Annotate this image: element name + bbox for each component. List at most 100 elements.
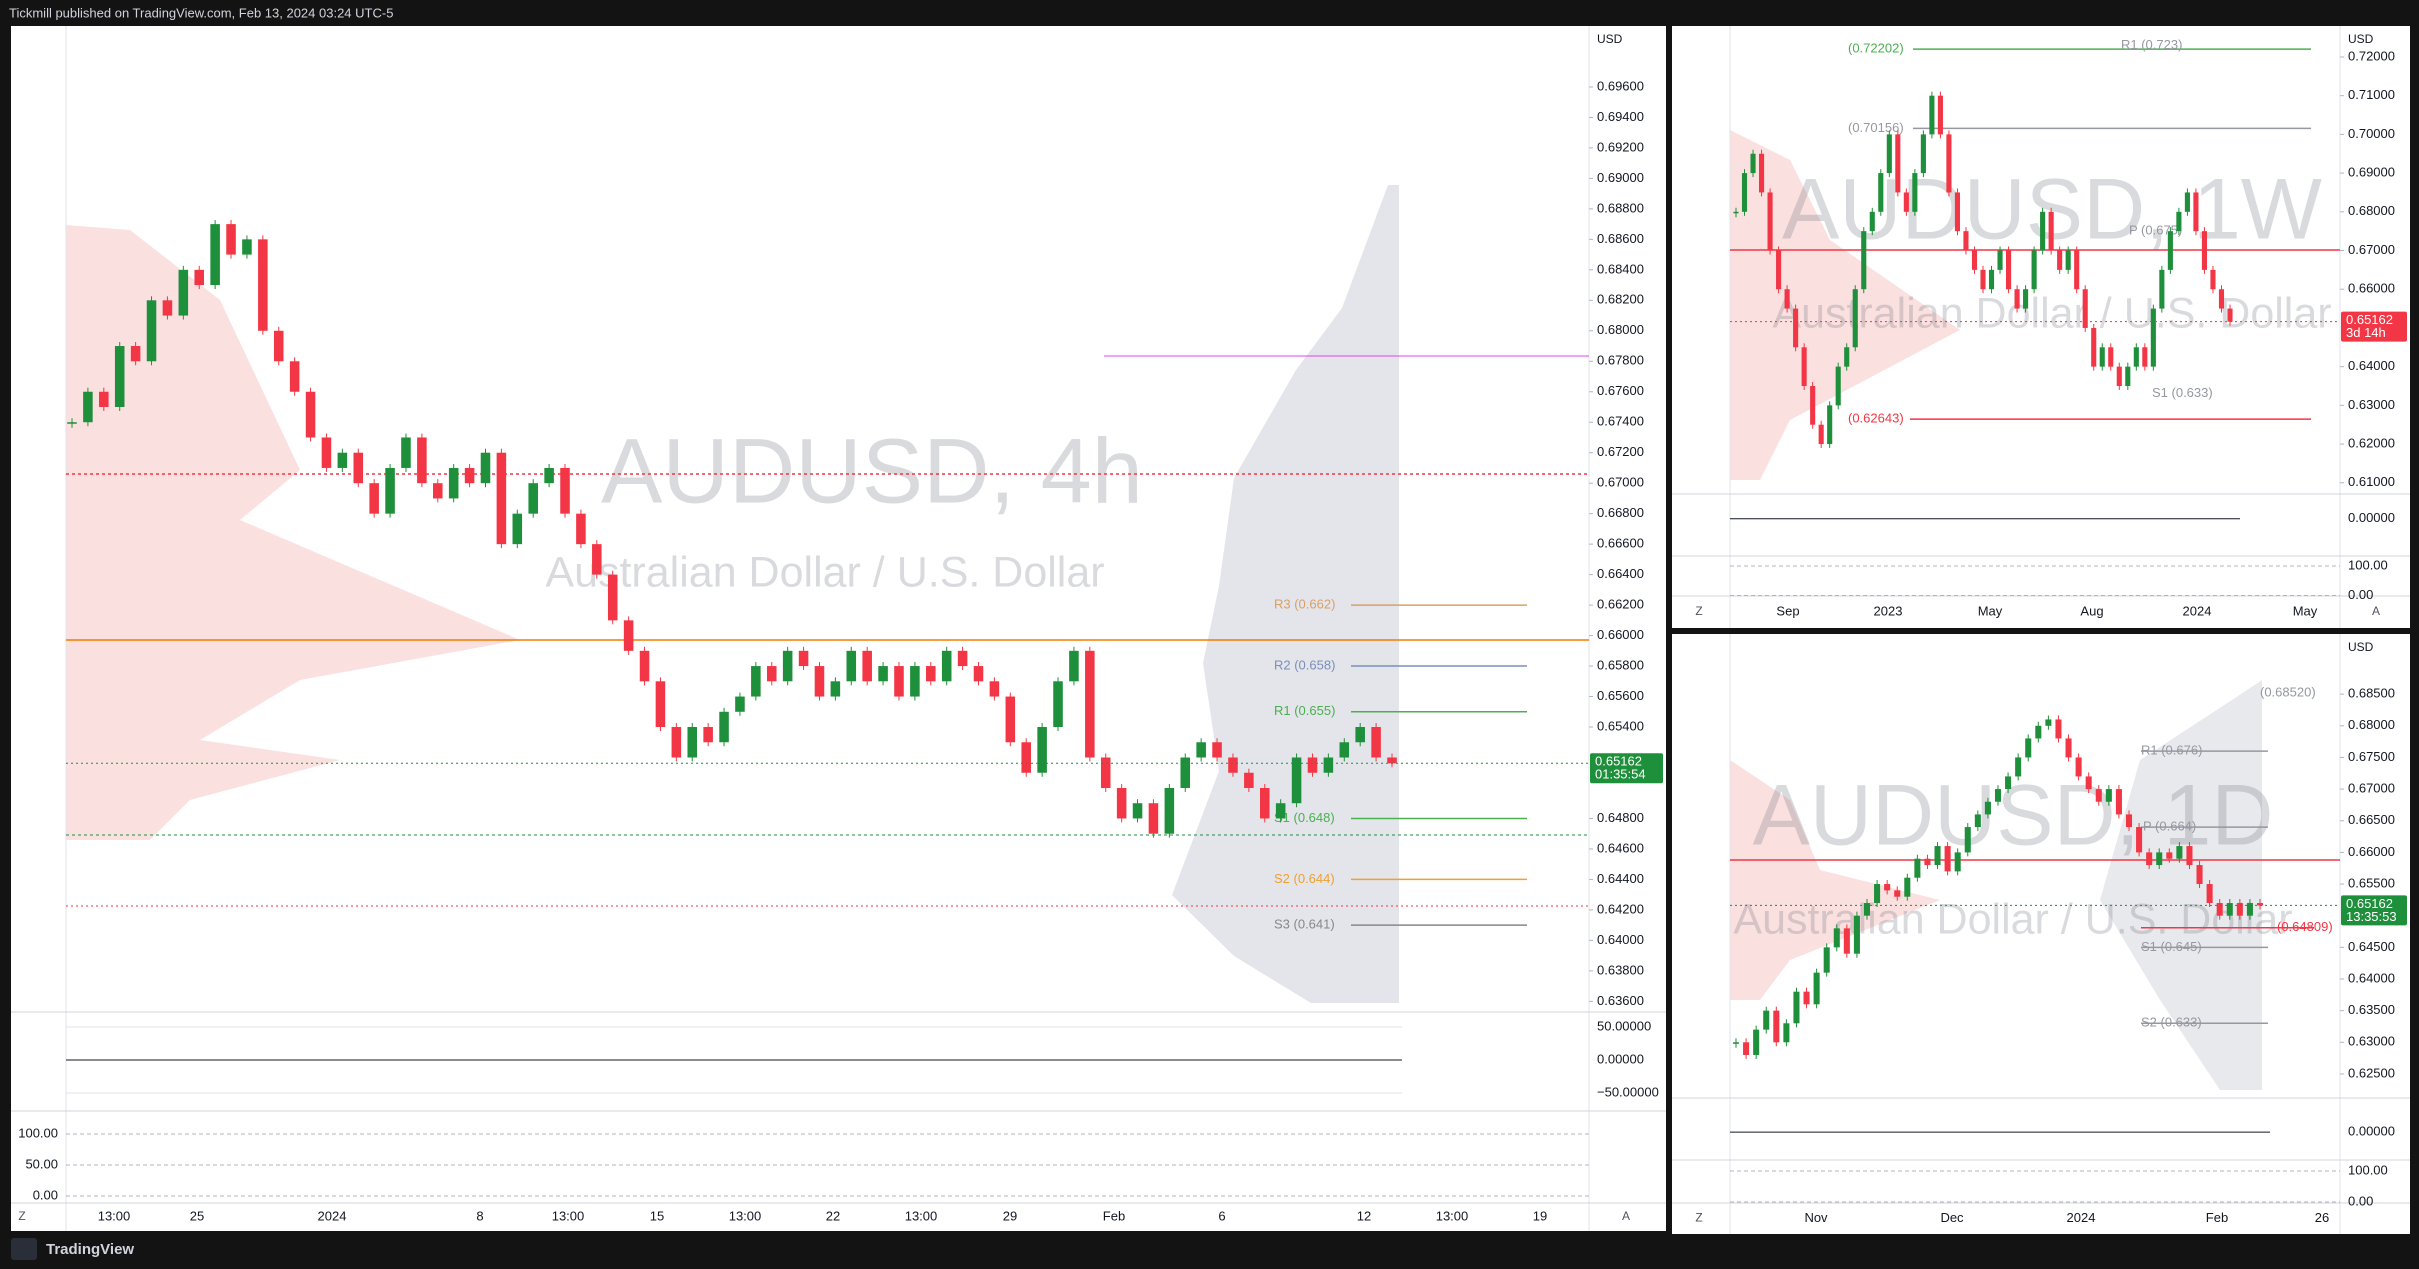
- pivot-label: R2 (0.658): [1274, 657, 1335, 672]
- candle: [321, 437, 332, 468]
- time-label: Aug: [2080, 603, 2103, 618]
- scale-button[interactable]: A: [2372, 604, 2380, 618]
- candle: [2216, 903, 2223, 916]
- candle: [480, 452, 491, 484]
- candle: [1733, 211, 1739, 214]
- candle: [878, 666, 888, 682]
- candle: [1750, 153, 1756, 174]
- y-tick-label: 0.70000: [2348, 126, 2395, 141]
- candle: [1984, 801, 1991, 815]
- candle: [1732, 1042, 1740, 1044]
- candle: [2099, 347, 2105, 367]
- candle: [1371, 727, 1381, 758]
- candle: [496, 452, 507, 545]
- currency: USD: [2348, 640, 2374, 654]
- y-tick-label: 0.67400: [1597, 414, 1644, 429]
- candle: [1895, 134, 1901, 193]
- candle: [576, 513, 586, 545]
- volume-profile-left: [1730, 760, 1940, 1000]
- candle: [1852, 289, 1858, 348]
- candle: [1946, 134, 1952, 193]
- osc-tick-label: 50.00000: [1597, 1018, 1651, 1033]
- pivot-label: S1 (0.633): [2152, 385, 2213, 400]
- candle: [1793, 991, 1800, 1024]
- pivot-label: R3 (0.662): [1274, 597, 1335, 612]
- candle: [1974, 814, 1981, 828]
- candle: [957, 650, 968, 667]
- candle: [2005, 776, 2012, 790]
- scale-button[interactable]: Z: [1695, 1211, 1702, 1225]
- candle: [1784, 289, 1790, 309]
- candle: [1924, 858, 1931, 866]
- candle: [1853, 915, 1860, 954]
- candle: [766, 666, 777, 682]
- candle: [1886, 134, 1892, 174]
- candle: [1823, 947, 1830, 973]
- candle: [607, 574, 618, 621]
- candle: [910, 666, 920, 697]
- candle: [528, 483, 538, 514]
- candle: [1963, 231, 1969, 251]
- candle: [1132, 803, 1143, 819]
- candle: [2074, 250, 2080, 290]
- candle: [751, 666, 761, 697]
- y-tick-label: 0.63600: [1597, 993, 1644, 1008]
- time-label: 13:00: [98, 1208, 131, 1223]
- candle: [1971, 250, 1978, 270]
- y-tick-label: 0.71000: [2348, 87, 2395, 102]
- candle: [1878, 173, 1884, 212]
- candle: [1355, 727, 1365, 743]
- candle: [719, 711, 729, 743]
- time-label: 2024: [318, 1208, 347, 1223]
- currency: USD: [1597, 32, 1623, 46]
- stoch-tick-label: 100.00: [18, 1125, 58, 1140]
- candle: [67, 422, 77, 424]
- time-label: May: [2293, 603, 2318, 618]
- y-tick-label: 0.65400: [1597, 718, 1644, 733]
- candle: [305, 391, 316, 438]
- pivot-label: (0.62643): [1848, 411, 1904, 426]
- candle: [417, 437, 427, 484]
- candle: [1758, 153, 1765, 193]
- candle: [1196, 742, 1206, 758]
- currency: USD: [2348, 32, 2374, 46]
- time-label: Nov: [1804, 1210, 1828, 1225]
- candle: [2095, 789, 2102, 802]
- candle: [655, 681, 666, 728]
- scale-button[interactable]: A: [1622, 1209, 1630, 1223]
- pivot-label: S2 (0.644): [1274, 871, 1335, 886]
- time-label: May: [1978, 603, 2003, 618]
- candle: [814, 666, 825, 697]
- candle: [2082, 289, 2088, 328]
- brand-logo: [11, 1238, 37, 1260]
- y-tick-label: 0.68000: [1597, 322, 1644, 337]
- candle: [1929, 95, 1935, 135]
- y-tick-label: 0.66600: [1597, 536, 1644, 551]
- candle: [798, 650, 809, 667]
- candle: [1005, 696, 1016, 743]
- candle: [226, 224, 236, 255]
- scale-button[interactable]: Z: [1695, 604, 1702, 618]
- candle: [1212, 742, 1222, 758]
- pivot-label: R1 (0.655): [1274, 703, 1335, 718]
- candle: [830, 681, 841, 697]
- candle: [2108, 347, 2114, 367]
- candle: [2256, 903, 2264, 906]
- y-tick-label: 0.67800: [1597, 353, 1644, 368]
- candle: [2150, 308, 2156, 367]
- time-label: Sep: [1776, 603, 1799, 618]
- candle: [1275, 803, 1286, 819]
- candle: [2227, 308, 2233, 322]
- price-label: 0.65162: [1595, 754, 1642, 769]
- candle: [464, 467, 475, 484]
- y-tick-label: 0.69400: [1597, 109, 1644, 124]
- candle: [1874, 884, 1881, 904]
- candle: [2142, 347, 2148, 367]
- stoch-tick-label: 100.00: [2348, 557, 2388, 572]
- osc-tick-label: 0.00000: [2348, 510, 2395, 525]
- scale-button[interactable]: Z: [18, 1209, 25, 1223]
- candle: [2091, 327, 2097, 367]
- candle: [2184, 192, 2190, 212]
- y-tick-label: 0.66000: [2348, 844, 2395, 859]
- osc-tick-label: 0.00000: [2348, 1124, 2395, 1139]
